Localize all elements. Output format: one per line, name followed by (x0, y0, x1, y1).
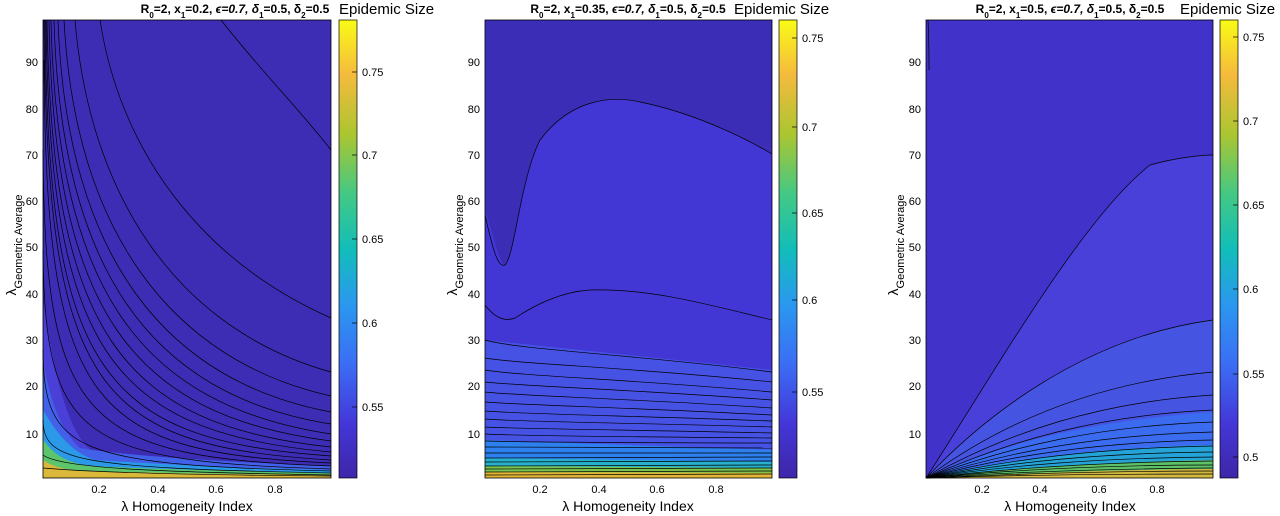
x-tick-label: 0.8 (1149, 484, 1164, 496)
y-tick-label: 60 (909, 196, 921, 208)
colorbar-tick-label: 0.7 (362, 150, 377, 162)
panel-1-colorbar-label: Epidemic Size (339, 1, 434, 18)
y-tick-label: 60 (26, 196, 38, 208)
panel-2-plot-area (484, 19, 773, 479)
x-tick-label: 0.6 (208, 484, 223, 496)
panel-1-x-axis-label: λ Homogeneity Index (121, 498, 253, 514)
panel-1-x-ticks: 0.2 0.4 0.6 0.8 (91, 484, 282, 496)
panel-2-x-ticks: 0.2 0.4 0.6 0.8 (532, 484, 723, 496)
colorbar-tick-label: 0.7 (802, 122, 817, 134)
y-tick-label: 30 (26, 335, 38, 347)
colorbar-tick-label: 0.65 (802, 208, 823, 220)
panel-2: R0=2, x1=0.35, ϵ=0.7, δ1=0.5, δ2=0.5 Epi… (444, 1, 829, 514)
y-tick-label: 80 (468, 104, 480, 116)
panel-1-region-gold (43, 460, 331, 478)
x-tick-label: 0.2 (532, 484, 547, 496)
y-tick-label: 20 (26, 381, 38, 393)
panel-2-colorbar: 0.55 0.6 0.65 0.7 0.75 (778, 19, 823, 479)
colorbar-tick-label: 0.65 (362, 234, 383, 246)
y-tick-label: 10 (468, 429, 480, 441)
y-tick-label: 70 (468, 150, 480, 162)
panel-1: R0=2, x1=0.2, ϵ=0.7, δ1=0.5, δ2=0.5 Epid… (3, 1, 434, 514)
y-tick-label: 50 (468, 242, 480, 254)
panel-1-title: R0=2, x1=0.2, ϵ=0.7, δ1=0.5, δ2=0.5 (141, 2, 330, 20)
colorbar-tick-label: 0.7 (1243, 116, 1258, 128)
y-tick-label: 10 (26, 429, 38, 441)
panel-3-x-axis-label: λ Homogeneity Index (1004, 498, 1136, 514)
colorbar-tick-label: 0.6 (802, 295, 817, 307)
y-tick-label: 90 (26, 57, 38, 69)
colorbar-tick-label: 0.65 (1243, 200, 1264, 212)
panel-3-plot-area (925, 19, 1214, 479)
y-tick-label: 30 (909, 335, 921, 347)
panel-1-y-axis-label: λGeometric Average (3, 195, 25, 296)
x-tick-label: 0.6 (649, 484, 664, 496)
x-tick-label: 0.4 (1032, 484, 1047, 496)
colorbar-tick-label: 0.75 (362, 67, 383, 79)
panel-3-title: R0=2, x1=0.5, ϵ=0.7, δ1=0.5, δ2=0.5 (976, 2, 1165, 20)
x-tick-label: 0.6 (1091, 484, 1106, 496)
y-tick-label: 40 (468, 289, 480, 301)
y-tick-label: 40 (26, 289, 38, 301)
y-tick-label: 50 (909, 242, 921, 254)
panel-3: R0=2, x1=0.5, ϵ=0.7, δ1=0.5, δ2=0.5 Epid… (885, 1, 1275, 514)
y-tick-label: 60 (468, 196, 480, 208)
x-tick-label: 0.8 (267, 484, 282, 496)
y-tick-label: 90 (468, 57, 480, 69)
panel-3-contours (925, 19, 1214, 479)
panel-2-y-axis-label: λGeometric Average (444, 195, 466, 296)
panel-1-colorbar: 0.55 0.6 0.65 0.7 0.75 (338, 19, 383, 479)
y-tick-label: 10 (909, 429, 921, 441)
colorbar-tick-label: 0.6 (1243, 284, 1258, 296)
x-tick-label: 0.8 (708, 484, 723, 496)
y-tick-label: 90 (909, 57, 921, 69)
panel-1-contours (42, 19, 332, 477)
colorbar-tick-label: 0.75 (1243, 32, 1264, 44)
y-tick-label: 70 (26, 150, 38, 162)
colorbar-tick-label: 0.6 (362, 318, 377, 330)
colorbar-tick-label: 0.55 (1243, 369, 1264, 381)
x-tick-label: 0.2 (91, 484, 106, 496)
panel-1-plot-area (42, 19, 332, 479)
y-tick-label: 40 (909, 289, 921, 301)
panel-3-x-ticks: 0.2 0.4 0.6 0.8 (974, 484, 1164, 496)
panel-3-colorbar: 0.5 0.55 0.6 0.65 0.7 0.75 (1219, 19, 1264, 479)
panel-1-y-ticks: 10 20 30 40 50 60 70 80 90 (26, 57, 38, 441)
panel-3-y-axis-label: λGeometric Average (885, 195, 907, 296)
panel-3-colorbar-label: Epidemic Size (1180, 1, 1275, 18)
colorbar-tick-label: 0.55 (802, 387, 823, 399)
x-tick-label: 0.4 (150, 484, 165, 496)
panel-2-region-gold (485, 472, 772, 478)
panel-1-region-green (43, 440, 331, 478)
y-tick-label: 20 (468, 381, 480, 393)
colorbar-tick-label: 0.5 (1243, 452, 1258, 464)
panel-2-y-ticks: 10 20 30 40 50 60 70 80 90 (468, 57, 480, 441)
panel-2-x-axis-label: λ Homogeneity Index (562, 498, 694, 514)
y-tick-label: 50 (26, 242, 38, 254)
panel-3-y-ticks: 10 20 30 40 50 60 70 80 90 (909, 57, 921, 441)
y-tick-label: 30 (468, 335, 480, 347)
y-tick-label: 80 (26, 104, 38, 116)
y-tick-label: 20 (909, 381, 921, 393)
colorbar-tick-label: 0.55 (362, 402, 383, 414)
panel-2-colorbar-label: Epidemic Size (734, 1, 829, 18)
panel-2-title: R0=2, x1=0.35, ϵ=0.7, δ1=0.5, δ2=0.5 (530, 2, 726, 20)
y-tick-label: 80 (909, 104, 921, 116)
x-tick-label: 0.2 (974, 484, 989, 496)
x-tick-label: 0.4 (591, 484, 606, 496)
y-tick-label: 70 (909, 150, 921, 162)
colorbar-tick-label: 0.75 (802, 33, 823, 45)
